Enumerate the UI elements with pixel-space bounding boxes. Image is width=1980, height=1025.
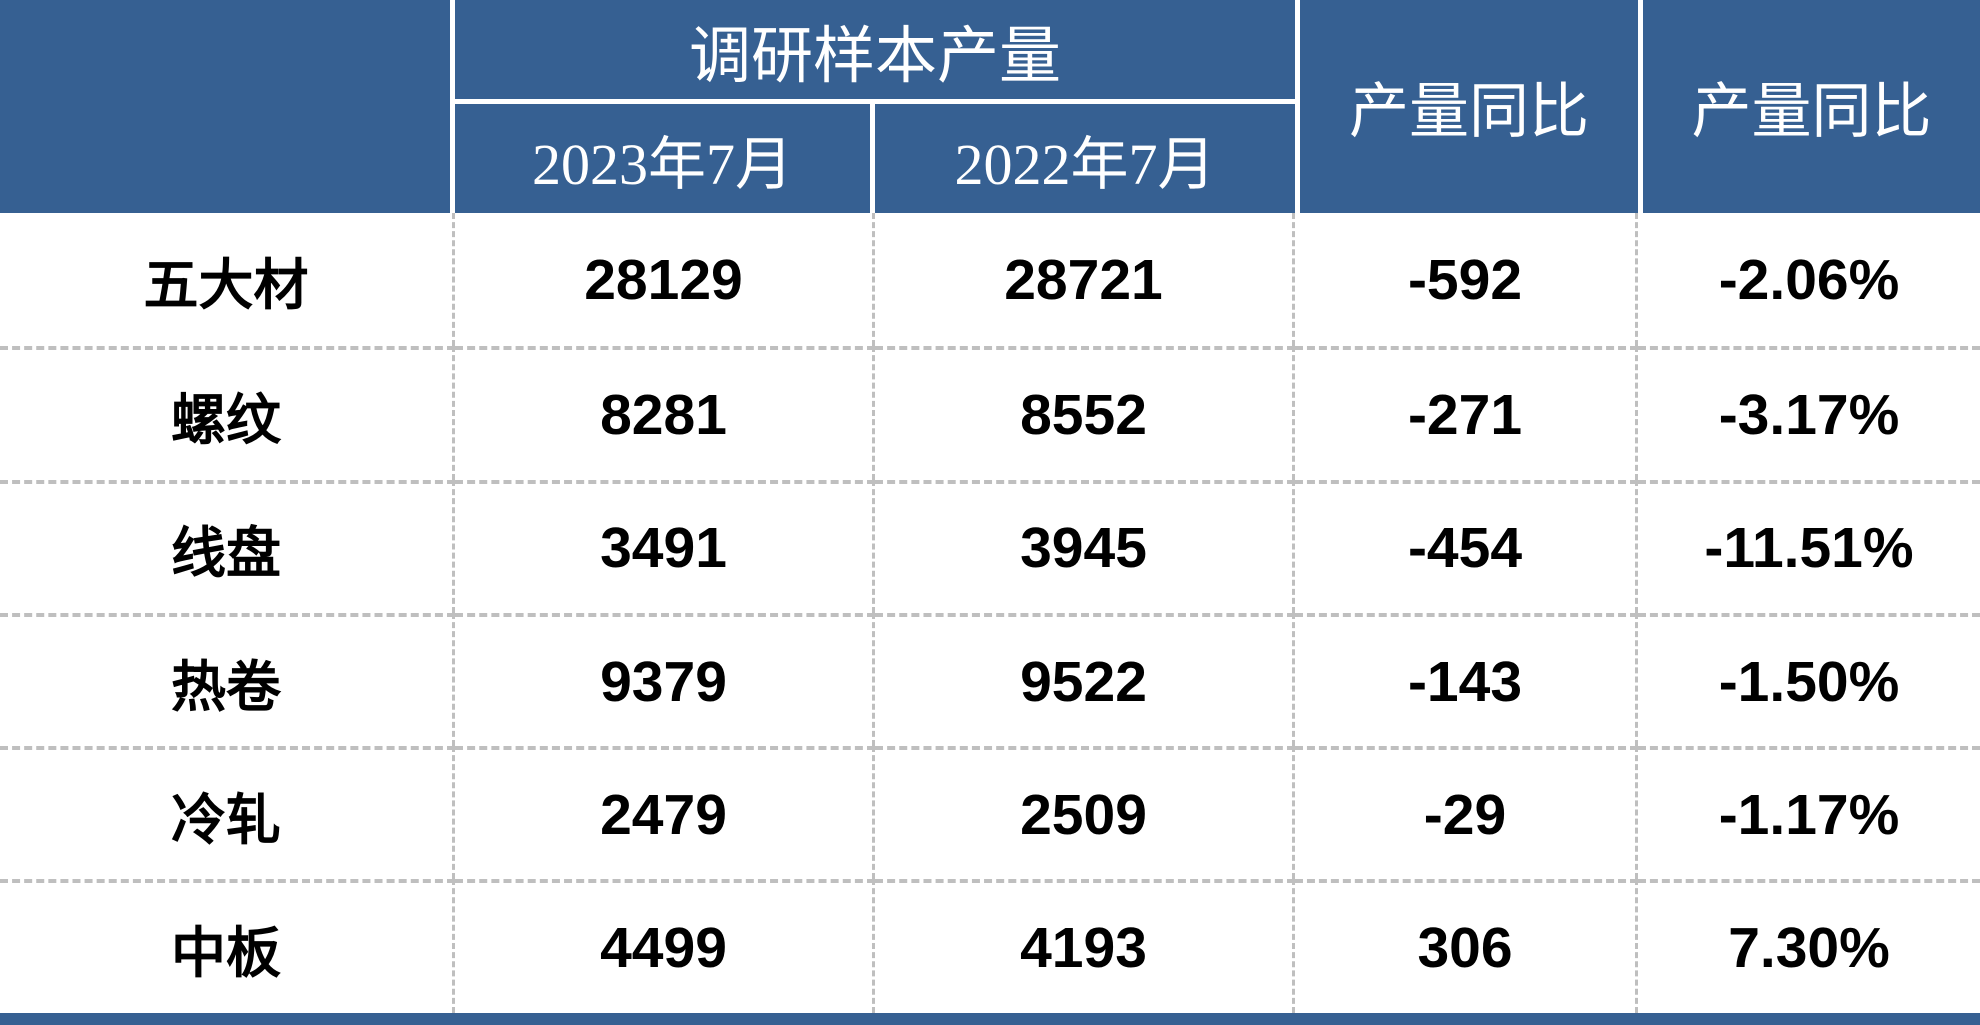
row-3-label: 热卷 <box>0 612 455 747</box>
row-4-yoy-pct: -1.17% <box>1638 746 1980 880</box>
row-2-prod2023: 3491 <box>455 479 875 613</box>
row-0-label: 五大材 <box>0 213 455 347</box>
row-1-yoy-abs: -271 <box>1295 346 1638 480</box>
row-5-label: 中板 <box>0 879 455 1013</box>
row-2-prod2022: 3945 <box>875 479 1295 613</box>
row-0-yoy-abs: -592 <box>1295 213 1638 347</box>
row-3-yoy-pct: -1.50% <box>1638 612 1980 747</box>
row-3-prod2023: 9379 <box>455 612 875 747</box>
row-0-prod2022: 28721 <box>875 213 1295 347</box>
row-0-prod2023: 28129 <box>455 213 875 347</box>
row-2-label: 线盘 <box>0 479 455 613</box>
row-1-yoy-pct: -3.17% <box>1638 346 1980 480</box>
row-4-prod2023: 2479 <box>455 746 875 880</box>
row-4-label: 冷轧 <box>0 746 455 880</box>
row-3-prod2022: 9522 <box>875 612 1295 747</box>
header-col-2023-07: 2023年7月 <box>455 104 875 213</box>
header-corner-cell <box>0 0 455 213</box>
header-group-title: 调研样本产量 <box>455 0 1295 104</box>
row-4-prod2022: 2509 <box>875 746 1295 880</box>
header-col-2022-07: 2022年7月 <box>875 104 1295 213</box>
row-5-yoy-abs: 306 <box>1295 879 1638 1013</box>
row-5-prod2022: 4193 <box>875 879 1295 1013</box>
header-col-yoy-pct: 产量同比 <box>1638 0 1980 213</box>
row-4-yoy-abs: -29 <box>1295 746 1638 880</box>
row-0-yoy-pct: -2.06% <box>1638 213 1980 347</box>
row-5-prod2023: 4499 <box>455 879 875 1013</box>
row-1-prod2022: 8552 <box>875 346 1295 480</box>
row-1-prod2023: 8281 <box>455 346 875 480</box>
row-2-yoy-abs: -454 <box>1295 479 1638 613</box>
bottom-accent-bar <box>0 1012 1980 1025</box>
row-3-yoy-abs: -143 <box>1295 612 1638 747</box>
row-1-label: 螺纹 <box>0 346 455 480</box>
header-col-yoy-abs: 产量同比 <box>1295 0 1638 213</box>
row-2-yoy-pct: -11.51% <box>1638 479 1980 613</box>
row-5-yoy-pct: 7.30% <box>1638 879 1980 1013</box>
